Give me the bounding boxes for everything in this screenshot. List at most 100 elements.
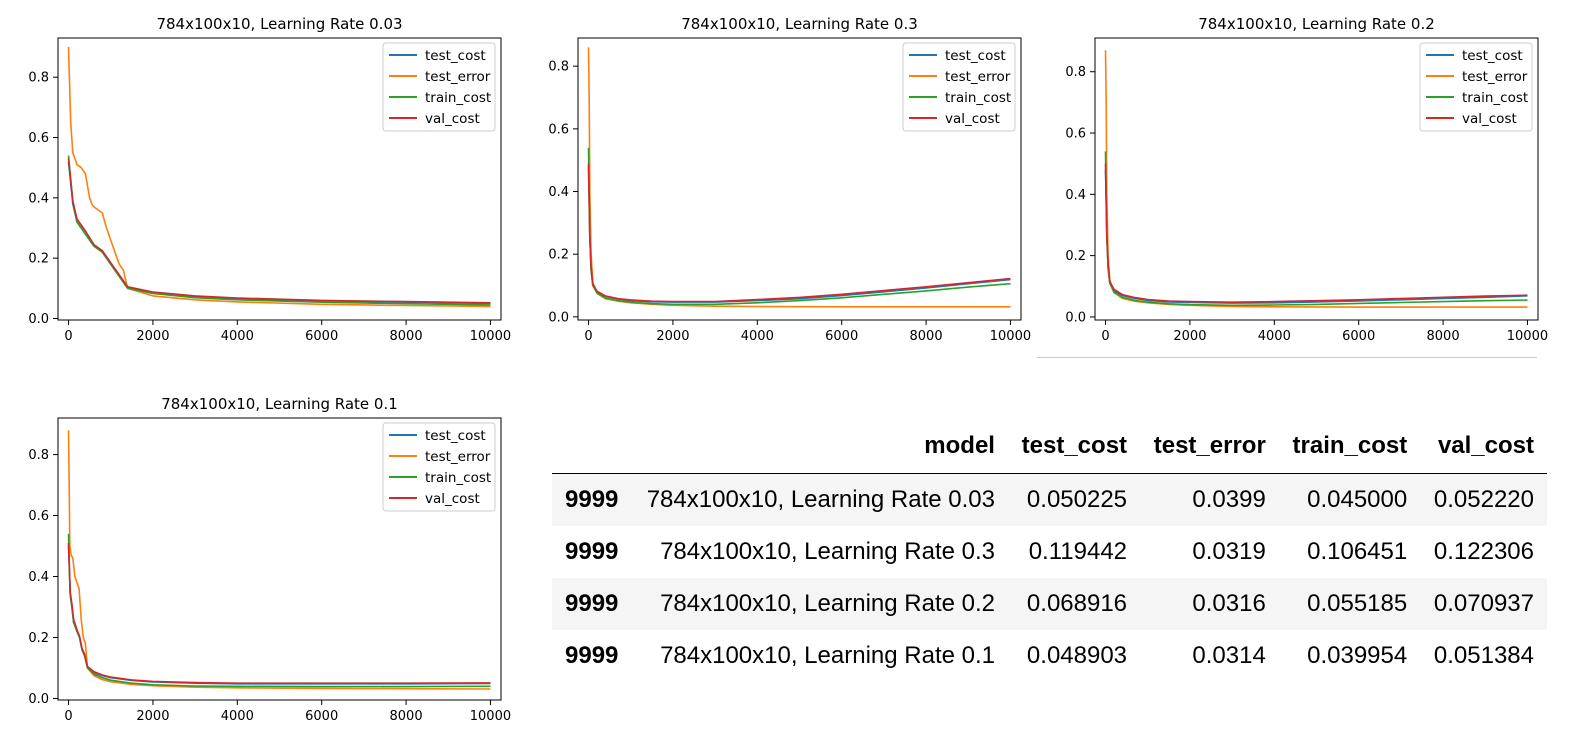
chart-svg: 784x100x10, Learning Rate 0.3 0 2000 4000 60… (548, 15, 1031, 344)
table-row: 9999 784x100x10, Learning Rate 0.3 0.119… (552, 526, 1547, 578)
chart-lr-0.3: 784x100x10, Learning Rate 0.3 0 2000 4000 60… (520, 0, 1040, 350)
legend-label-train_cost: train_cost (1462, 90, 1528, 106)
legend-box (1419, 42, 1533, 132)
legend-label-train_cost: train_cost (425, 470, 491, 486)
chart-lr-0.03: 784x100x10, Learning Rate 0.03 0 2000 4000 6… (0, 0, 520, 350)
series-line-test_cost (587, 166, 1011, 303)
legend-label-test_error: test_error (425, 449, 491, 465)
cell-val-cost: 0.052220 (1433, 486, 1534, 513)
chart-lr-0.1: 784x100x10, Learning Rate 0.1 0 2000 4000 60… (0, 380, 520, 730)
series-line-test_error (67, 46, 491, 308)
legend-label-train_cost: train_cost (945, 90, 1011, 106)
x-tick-label: 4000 (741, 329, 774, 344)
y-tick-label: 0.8 (28, 71, 49, 86)
y-tick-label: 0.0 (548, 310, 569, 325)
header-index (552, 419, 632, 474)
legend-box (382, 422, 496, 512)
header-train-cost: train_cost (1278, 419, 1421, 474)
plot-frame (57, 37, 502, 321)
y-tick-label: 0.8 (548, 60, 569, 75)
series-line-test_error (67, 430, 491, 690)
table-body: 9999 784x100x10, Learning Rate 0.03 0.05… (552, 473, 1547, 683)
cell-val-cost: 0.051384 (1433, 642, 1534, 669)
header-model: model (631, 419, 1008, 474)
series-line-test_cost (1104, 169, 1528, 304)
y-tick-label: 0.0 (28, 312, 49, 327)
table-row: 9999 784x100x10, Learning Rate 0.1 0.048… (552, 630, 1547, 682)
legend-label-train_cost: train_cost (425, 90, 491, 106)
x-tick-label: 8000 (390, 709, 423, 724)
cell-train-cost: 0.055185 (1307, 590, 1408, 617)
y-tick-label: 0.4 (28, 191, 49, 206)
cell-val-cost: 0.122306 (1433, 538, 1534, 565)
y-tick-label: 0.4 (548, 185, 569, 200)
y-tick-label: 0.6 (1065, 127, 1086, 142)
header-test-cost: test_cost (1007, 419, 1141, 474)
legend-label-test_error: test_error (425, 69, 491, 85)
series-line-test_cost (67, 545, 491, 685)
chart-lr-0.2: 784x100x10, Learning Rate 0.2 0 2000 4000 60… (1037, 0, 1557, 350)
cell-test-cost: 0.119442 (1028, 538, 1128, 565)
series-line-train_cost (1104, 151, 1528, 307)
row-index: 9999 (565, 590, 619, 617)
chart-title: 784x100x10, Learning Rate 0.2 (1198, 15, 1435, 33)
row-index: 9999 (565, 486, 619, 513)
y-tick-label: 0.8 (1065, 65, 1086, 80)
series-line-train_cost (587, 147, 1011, 306)
cell-model: 784x100x10, Learning Rate 0.3 (660, 538, 995, 565)
cell-divider (1037, 357, 1537, 358)
chart-title: 784x100x10, Learning Rate 0.03 (156, 15, 402, 33)
x-tick-label: 2000 (136, 709, 169, 724)
cell-train-cost: 0.039954 (1307, 642, 1408, 669)
x-tick-label: 8000 (910, 329, 943, 344)
x-tick-label: 4000 (221, 709, 254, 724)
legend-label-test_error: test_error (1462, 69, 1528, 85)
y-tick-label: 0.4 (1065, 188, 1086, 203)
x-tick-label: 0 (1101, 329, 1109, 344)
cell-model: 784x100x10, Learning Rate 0.03 (646, 486, 995, 513)
x-tick-label: 4000 (221, 329, 254, 344)
x-tick-label: 4000 (1258, 329, 1291, 344)
chart-title: 784x100x10, Learning Rate 0.3 (681, 15, 918, 33)
legend-label-val_cost: val_cost (425, 491, 480, 507)
legend-label-val_cost: val_cost (425, 111, 480, 127)
series-line-val_cost (587, 163, 1011, 303)
x-tick-label: 10000 (470, 329, 511, 344)
y-tick-label: 0.8 (28, 448, 49, 463)
y-tick-label: 0.2 (28, 631, 49, 646)
legend-label-test_cost: test_cost (425, 48, 486, 64)
series-line-train_cost (67, 155, 491, 306)
legend-box (382, 42, 496, 132)
series-line-test_cost (67, 161, 491, 305)
plot-frame (57, 417, 502, 701)
y-tick-label: 0.0 (28, 692, 49, 707)
cell-test-error: 0.0319 (1192, 538, 1266, 565)
plot-frame (577, 37, 1022, 321)
legend-label-test_cost: test_cost (1462, 48, 1523, 64)
legend-label-test_error: test_error (945, 69, 1011, 85)
x-tick-label: 10000 (1507, 329, 1548, 344)
header-row: model test_cost test_error train_cost va… (552, 419, 1547, 474)
chart-svg: 784x100x10, Learning Rate 0.2 0 2000 4000 60… (1065, 15, 1548, 344)
x-tick-label: 0 (64, 329, 72, 344)
y-tick-label: 0.6 (548, 122, 569, 137)
row-index: 9999 (565, 538, 619, 565)
cell-model: 784x100x10, Learning Rate 0.1 (660, 642, 995, 669)
cell-test-error: 0.0314 (1192, 642, 1266, 669)
x-tick-label: 2000 (656, 329, 689, 344)
header-test-error: test_error (1140, 419, 1279, 474)
plot-frame (1094, 37, 1539, 321)
results-table: model test_cost test_error train_cost va… (552, 419, 1547, 682)
y-tick-label: 0.2 (28, 252, 49, 267)
series-line-val_cost (67, 542, 491, 684)
series-line-val_cost (1104, 163, 1528, 303)
table-row: 9999 784x100x10, Learning Rate 0.03 0.05… (552, 473, 1547, 526)
x-tick-label: 6000 (305, 329, 338, 344)
chart-svg: 784x100x10, Learning Rate 0.03 0 2000 4000 6… (28, 15, 511, 344)
y-tick-label: 0.6 (28, 131, 49, 146)
legend-label-test_cost: test_cost (945, 48, 1006, 64)
cell-test-cost: 0.048903 (1026, 642, 1128, 669)
table-header: model test_cost test_error train_cost va… (552, 419, 1547, 474)
y-tick-label: 0.4 (28, 570, 49, 585)
y-tick-label: 0.6 (28, 509, 49, 524)
